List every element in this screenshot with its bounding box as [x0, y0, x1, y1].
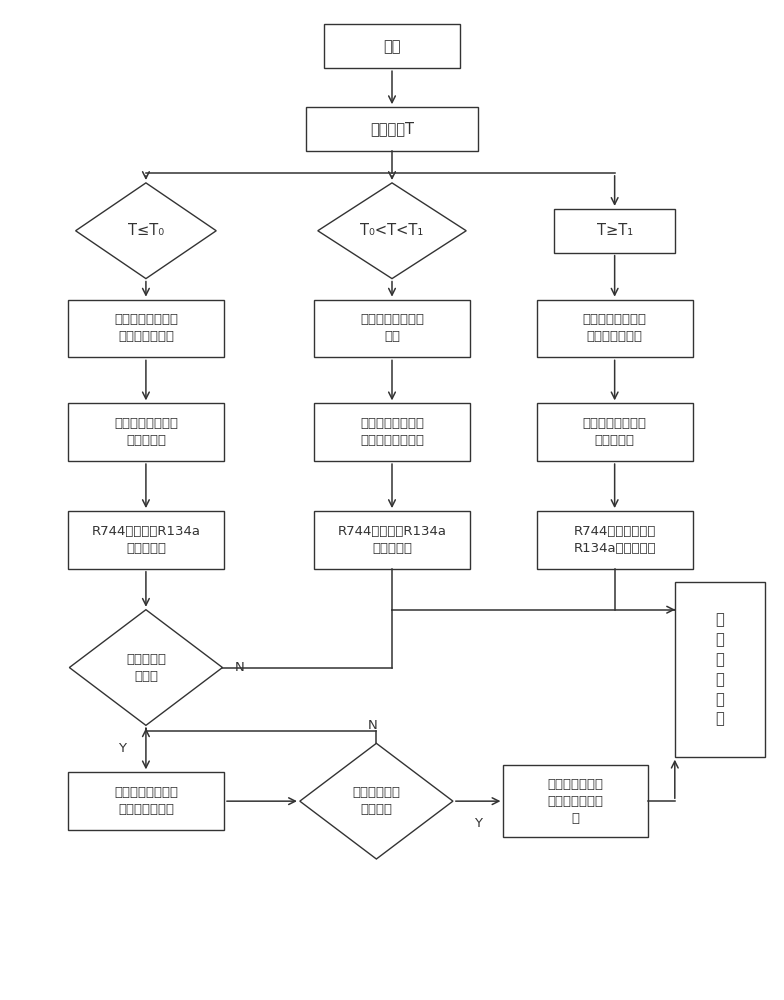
Text: R744压缩机、R134a
压缩机启动: R744压缩机、R134a 压缩机启动	[337, 525, 447, 555]
Bar	[67, 300, 224, 357]
Bar	[67, 403, 224, 461]
Text: 第一电磁阀开启、
第二电磁阀关闭: 第一电磁阀开启、 第二电磁阀关闭	[114, 313, 178, 343]
Text: 热气旁通电磁阀开
启，加热带通电: 热气旁通电磁阀开 启，加热带通电	[114, 786, 178, 816]
Text: T≥T₁: T≥T₁	[597, 223, 633, 238]
Text: R744压缩机、R134a
压缩机启动: R744压缩机、R134a 压缩机启动	[92, 525, 201, 555]
Bar	[503, 765, 648, 837]
Bar	[675, 582, 765, 757]
Text: 冷凝器及第一蒸发
器风机启动: 冷凝器及第一蒸发 器风机启动	[583, 417, 647, 447]
Bar	[324, 24, 460, 68]
Text: T≤T₀: T≤T₀	[128, 223, 164, 238]
Text: 是否满足退出
除霜条件: 是否满足退出 除霜条件	[352, 786, 401, 816]
Bar	[67, 511, 224, 569]
Text: R744压缩机停机、
R134a压缩机启动: R744压缩机停机、 R134a压缩机启动	[573, 525, 656, 555]
Bar	[536, 300, 693, 357]
Text: 冷凝器、第一及第
二蒸发器风机启动: 冷凝器、第一及第 二蒸发器风机启动	[360, 417, 424, 447]
Bar	[314, 300, 470, 357]
Bar	[306, 107, 478, 151]
Polygon shape	[75, 183, 216, 279]
Polygon shape	[299, 743, 453, 859]
Text: N: N	[234, 661, 245, 674]
Text: 冷凝器及第二蒸发
器风机启动: 冷凝器及第二蒸发 器风机启动	[114, 417, 178, 447]
Text: 检测环温T: 检测环温T	[370, 122, 414, 137]
Bar	[554, 209, 675, 253]
Bar	[536, 511, 693, 569]
Text: 第一电磁阀关闭、
第二电磁阀开启: 第一电磁阀关闭、 第二电磁阀开启	[583, 313, 647, 343]
Bar	[314, 403, 470, 461]
Bar	[314, 511, 470, 569]
Text: 开机: 开机	[383, 39, 401, 54]
Polygon shape	[318, 183, 466, 279]
Text: Y: Y	[474, 817, 482, 830]
Text: 第一、第二电磁阀
开启: 第一、第二电磁阀 开启	[360, 313, 424, 343]
Text: T₀<T<T₁: T₀<T<T₁	[361, 223, 423, 238]
Polygon shape	[69, 610, 223, 725]
Text: 热气旁通电磁阀
关闭，加热带断
电: 热气旁通电磁阀 关闭，加热带断 电	[547, 778, 604, 825]
Bar	[67, 772, 224, 830]
Text: 是否满足除
霜条件: 是否满足除 霜条件	[126, 653, 166, 683]
Bar	[536, 403, 693, 461]
Text: 等
待
下
个
指
令: 等 待 下 个 指 令	[716, 613, 724, 727]
Text: N: N	[368, 719, 377, 732]
Text: Y: Y	[118, 742, 126, 755]
